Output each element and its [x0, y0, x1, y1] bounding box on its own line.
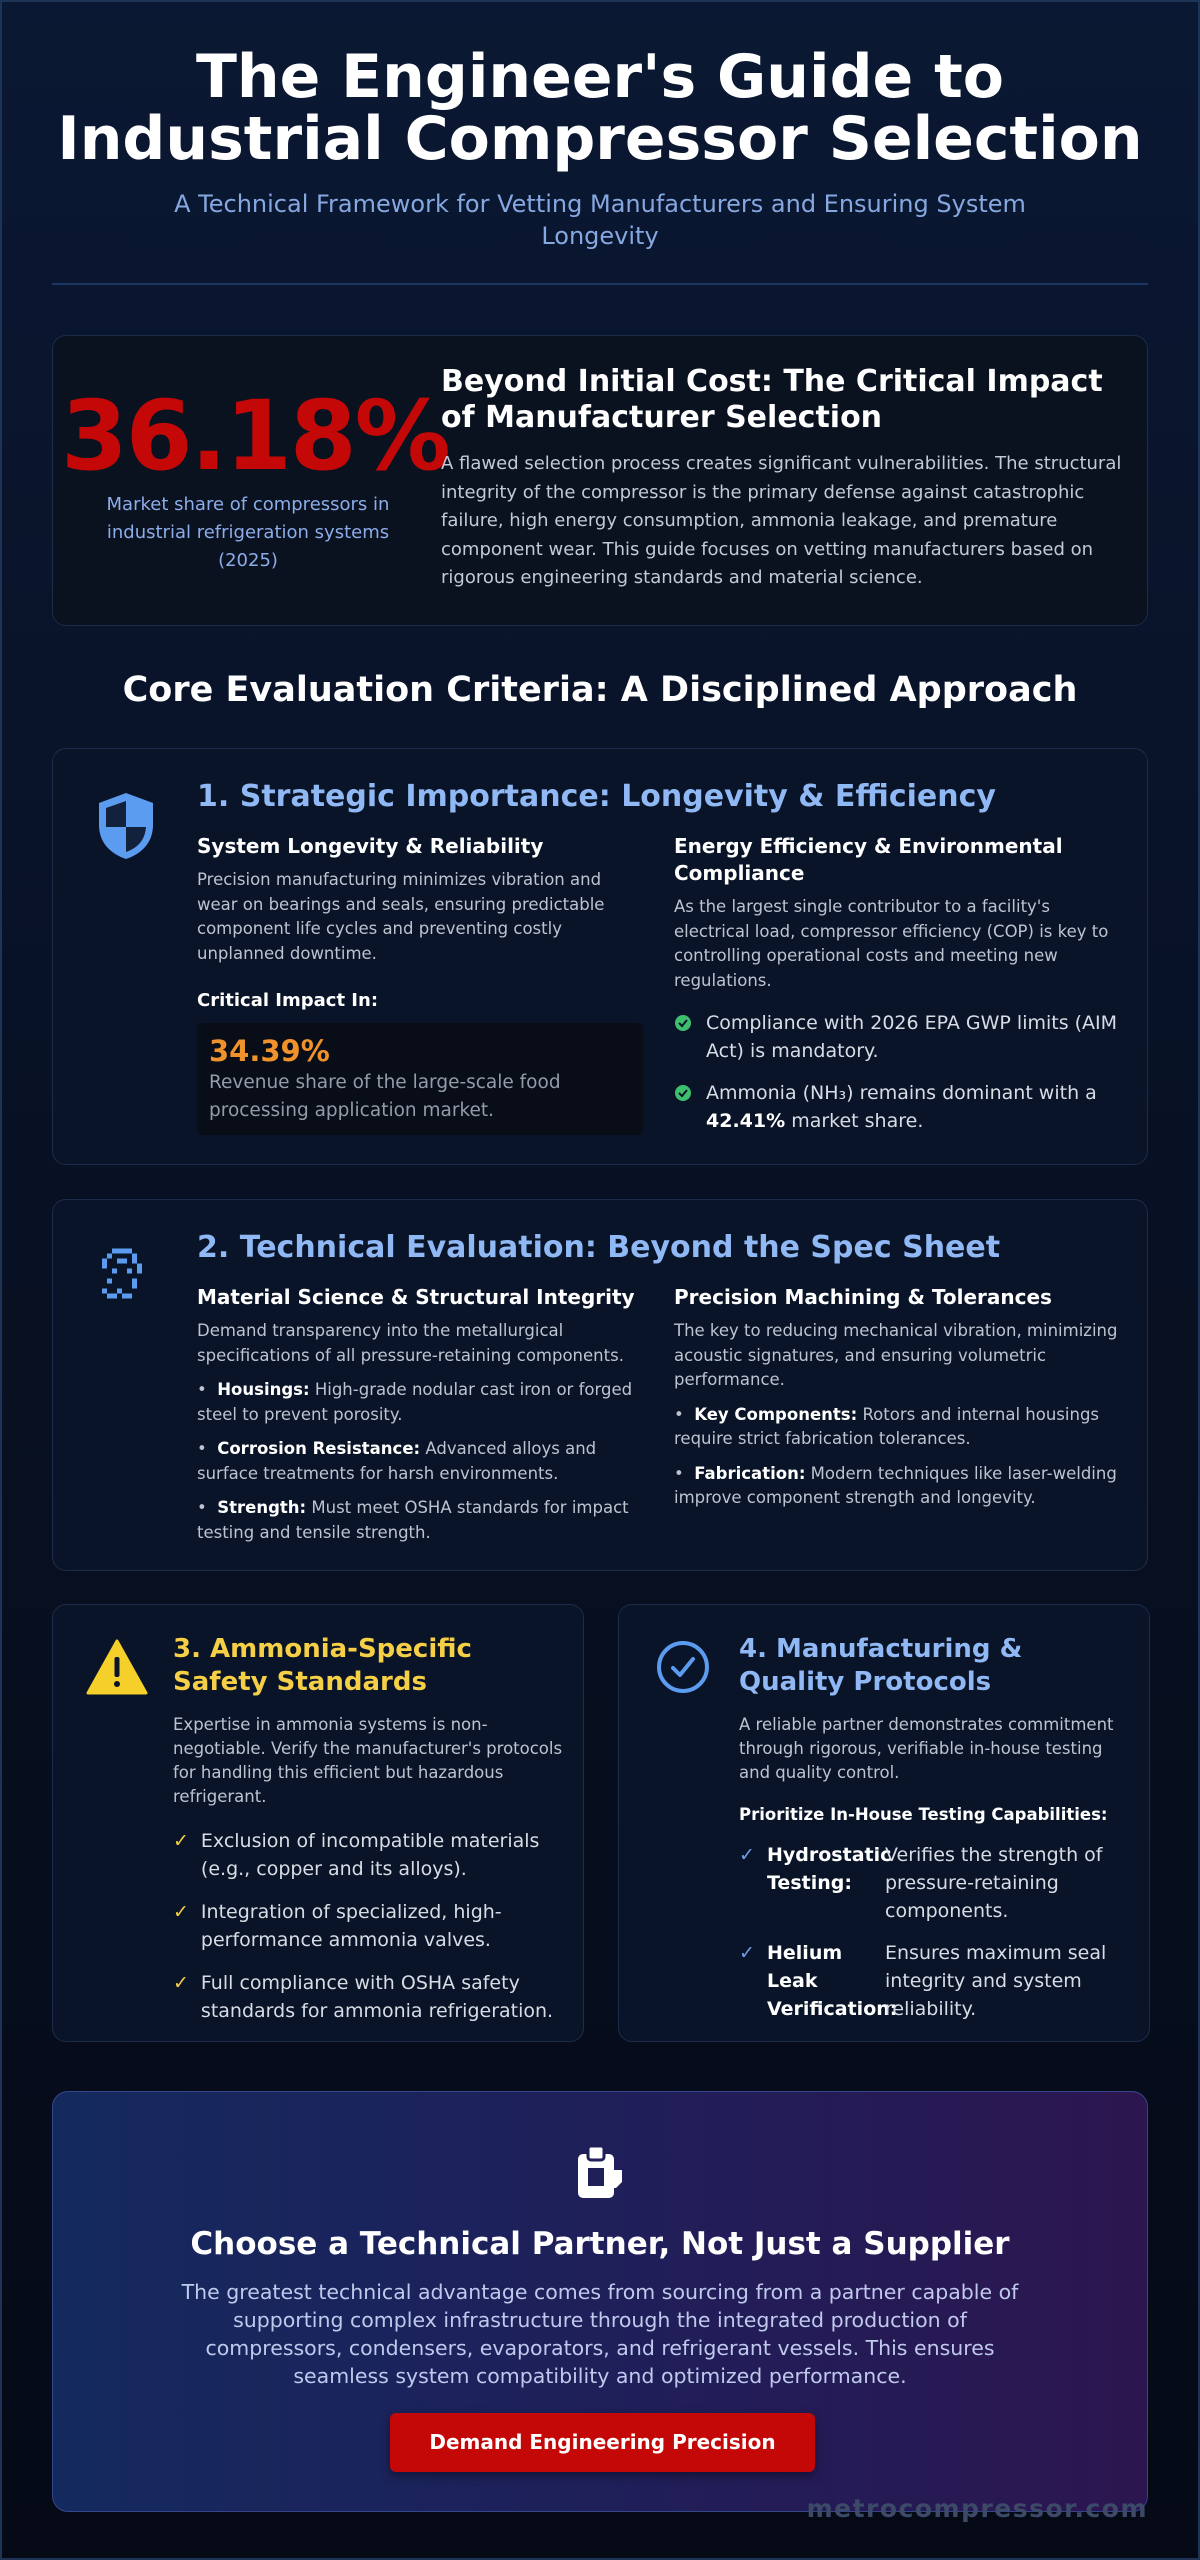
section-heading: 2. Technical Evaluation: Beyond the Spec…: [197, 1230, 1001, 1265]
item-text: Full compliance with OSHA safety standar…: [200, 1972, 554, 2022]
bullet-item: • Corrosion Resistance: Advanced alloys …: [197, 1437, 643, 1486]
item-text: Ammonia (NH₃) remains dominant with a 42…: [706, 1079, 1124, 1135]
section-heading: 1. Strategic Importance: Longevity & Eff…: [197, 779, 996, 814]
bullet-marker: •: [674, 1463, 695, 1483]
subtitle: A Technical Framework for Vetting Manufa…: [174, 190, 1026, 250]
check-item: Compliance with 2026 EPA GWP limits (AIM…: [674, 1009, 1124, 1065]
paragraph: As the largest single contributor to a f…: [674, 897, 1109, 990]
impact-value: 34.39%: [209, 1034, 330, 1068]
item-label: Hydrostatic Testing:: [767, 1844, 892, 1894]
cta-heading: Choose a Technical Partner, Not Just a S…: [190, 2226, 1010, 2262]
cta-panel: Choose a Technical Partner, Not Just a S…: [52, 2091, 1148, 2512]
paragraph: Demand transparency into the metallurgic…: [197, 1321, 624, 1365]
paragraph: A reliable partner demonstrates commitme…: [739, 1715, 1114, 1782]
sub-heading: System Longevity & Reliability: [197, 834, 544, 858]
item-text: Integration of specialized, high-perform…: [200, 1901, 502, 1951]
check-icon: [675, 1085, 691, 1101]
pixel-icon: [102, 1248, 142, 1299]
bullet-item: • Key Components: Rotors and internal ho…: [674, 1403, 1124, 1452]
bullet-label: Key Components:: [694, 1404, 858, 1424]
check-item: ✓ Hydrostatic Testing: Verifies the streng…: [739, 1841, 1129, 1925]
brand: metrocompressor.com: [806, 2494, 1148, 2523]
bullet-item: • Strength: Must meet OSHA standards for…: [197, 1496, 643, 1545]
hero-heading: Beyond Initial Cost: The Critical Impact…: [441, 364, 1103, 435]
check-list: ✓ Hydrostatic Testing: Verifies the streng…: [739, 1841, 1129, 2037]
check-mark: ✓: [173, 1972, 189, 1994]
paragraph: The key to reducing mechanical vibration…: [674, 1321, 1118, 1389]
check-item: ✓ Helium Leak Verification: Ensures maximu…: [739, 1939, 1129, 2023]
title: The Engineer's Guide to Industrial Compr…: [57, 42, 1143, 174]
impact-label: Critical Impact In:: [197, 990, 379, 1011]
section-card: 1. Strategic Importance: Longevity & Eff…: [52, 748, 1148, 1165]
section-card: 4. Manufacturing & Quality Protocols A r…: [618, 1604, 1150, 2042]
item-text: Compliance with 2026 EPA GWP limits (AIM…: [706, 1012, 1118, 1062]
check-mark: ✓: [173, 1830, 189, 1852]
bullet-label: Strength:: [217, 1498, 307, 1517]
bullet-text: High-grade nodular cast iron or forged s…: [197, 1380, 633, 1424]
check-circle-icon: [657, 1641, 709, 1693]
item-text-part: Ammonia (NH₃) remains dominant with a: [706, 1082, 1097, 1104]
column: Energy Efficiency & Environmental Compli…: [674, 833, 1124, 1135]
bullet-list: • Key Components: Rotors and internal ho…: [674, 1403, 1124, 1511]
item-value: 42.41%: [706, 1110, 786, 1132]
item-text: Verifies the strength of pressure-retain…: [885, 1844, 1103, 1922]
bullet-item: • Housings: High-grade nodular cast iron…: [197, 1378, 643, 1427]
item-text: Ensures maximum seal integrity and syste…: [885, 1942, 1107, 2020]
bullet-marker: •: [197, 1498, 218, 1517]
paragraph: Precision manufacturing minimizes vibrat…: [197, 870, 605, 963]
item-text: Exclusion of incompatible materials (e.g…: [200, 1830, 540, 1880]
section-card: 2. Technical Evaluation: Beyond the Spec…: [52, 1199, 1148, 1571]
check-item: ✓ Full compliance with OSHA safety standa…: [173, 1969, 563, 2025]
section-title: Core Evaluation Criteria: A Disciplined …: [122, 670, 1078, 710]
bullet-label: Housings:: [217, 1380, 310, 1399]
warning-icon: [86, 1639, 148, 1695]
bullet-text: Modern techniques like laser-welding imp…: [674, 1463, 1117, 1508]
divider: [52, 283, 1148, 285]
sub-heading: Material Science & Structural Integrity: [197, 1285, 635, 1309]
check-item: ✓ Exclusion of incompatible materials (e.…: [173, 1827, 563, 1883]
check-list: ✓ Exclusion of incompatible materials (e.…: [173, 1827, 563, 2040]
shield-icon: [99, 793, 153, 859]
bullet-marker: •: [674, 1404, 695, 1424]
bullet-text: Rotors and internal housings require str…: [674, 1404, 1100, 1449]
section-card: 3. Ammonia-Specific Safety Standards Exp…: [52, 1604, 584, 2042]
impact-text: Revenue share of the large-scale food pr…: [209, 1072, 561, 1121]
bullet-list: • Housings: High-grade nodular cast iron…: [197, 1378, 643, 1545]
check-mark: ✓: [739, 1942, 755, 1964]
cta-body: The greatest technical advantage comes f…: [181, 2280, 1019, 2388]
bullet-marker: •: [197, 1439, 218, 1458]
section-heading: 3. Ammonia-Specific Safety Standards: [173, 1634, 472, 1697]
check-item: ✓ Integration of specialized, high-perfor…: [173, 1898, 563, 1954]
bullet-label: Fabrication:: [694, 1463, 806, 1483]
bullet-label: Corrosion Resistance:: [217, 1439, 421, 1458]
sub-heading: Energy Efficiency & Environmental Compli…: [674, 834, 1063, 885]
check-mark: ✓: [173, 1901, 189, 1923]
bullet-item: • Fabrication: Modern techniques like la…: [674, 1462, 1124, 1511]
bullet-text: Advanced alloys and surface treatments f…: [197, 1439, 597, 1483]
hero-card: 36.18% Market share of compressors in in…: [52, 335, 1148, 626]
sub-heading: Precision Machining & Tolerances: [674, 1285, 1052, 1309]
impact-box: 34.39% Revenue share of the large-scale …: [197, 1023, 643, 1135]
clipboard-icon: [578, 2144, 622, 2198]
paragraph: Expertise in ammonia systems is non-nego…: [173, 1715, 563, 1806]
column: System Longevity & Reliability Precision…: [197, 833, 643, 1135]
column: Precision Machining & Tolerances The key…: [674, 1284, 1124, 1511]
bullet-text: Must meet OSHA standards for impact test…: [197, 1498, 629, 1542]
item-text-part: market share.: [791, 1110, 924, 1132]
hero-stat: 36.18%: [61, 380, 451, 492]
hero-body: A flawed selection process creates signi…: [441, 453, 1122, 588]
check-icon: [675, 1015, 691, 1031]
column: Material Science & Structural Integrity …: [197, 1284, 643, 1545]
bullet-marker: •: [197, 1380, 218, 1399]
sub-heading: Prioritize In-House Testing Capabilities…: [739, 1805, 1108, 1824]
cta-button[interactable]: Demand Engineering Precision: [390, 2413, 815, 2472]
section-heading: 4. Manufacturing & Quality Protocols: [739, 1634, 1023, 1697]
check-mark: ✓: [739, 1844, 755, 1866]
item-label: Helium Leak Verification:: [767, 1942, 898, 2020]
stat-caption: Market share of compressors in industria…: [106, 494, 390, 571]
check-item: Ammonia (NH₃) remains dominant with a 42…: [674, 1079, 1124, 1135]
